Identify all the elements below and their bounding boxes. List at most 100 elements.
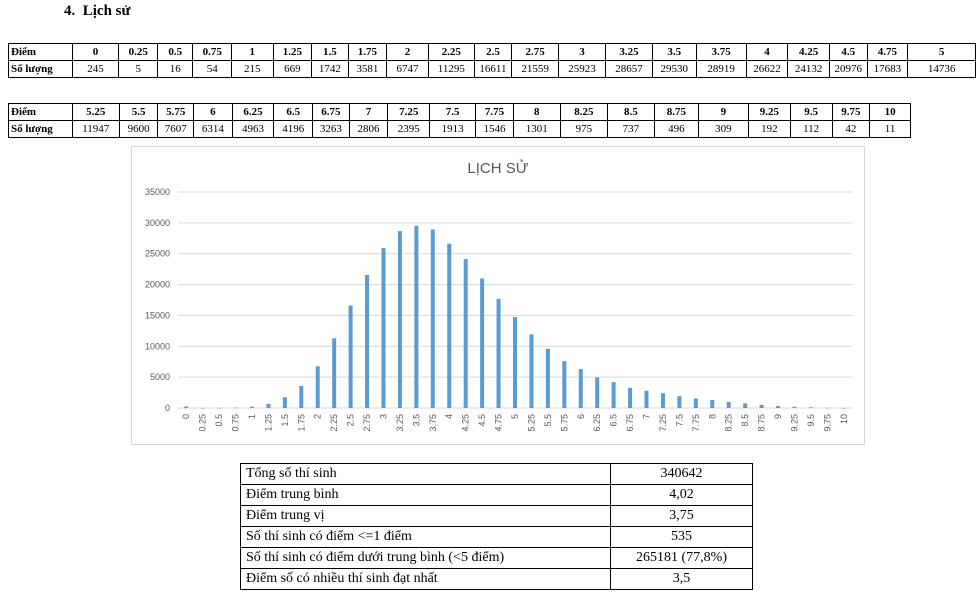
x-tick-label: 7.75	[691, 414, 701, 432]
count-cell: 192	[747, 120, 791, 138]
x-tick-label: 10	[839, 414, 849, 424]
x-tick-label: 0.5	[214, 414, 224, 427]
score-cell: 2	[386, 43, 429, 61]
score-cell: 7.5	[429, 103, 477, 121]
score-cell: 0.75	[192, 43, 232, 61]
x-tick-label: 3.75	[428, 414, 438, 432]
x-tick-label: 8.75	[757, 414, 767, 432]
bar	[447, 243, 452, 408]
score-cell: 5.25	[71, 103, 120, 121]
count-cell: 215	[230, 60, 274, 78]
summary-label: Tổng số thí sinh	[240, 463, 611, 485]
bar	[726, 401, 731, 408]
count-cell: 9600	[118, 120, 159, 138]
score-cell: 6.25	[231, 103, 275, 121]
score-cell: 4.75	[866, 43, 909, 61]
x-tick-label: 1.75	[296, 414, 306, 432]
count-label: Số lượng	[8, 60, 73, 78]
score-cell: 3.5	[651, 43, 697, 61]
count-cell: 6314	[192, 120, 233, 138]
count-row: Số lượng 11947 9600 7607 6314 4963 4196 3263 28…	[8, 120, 911, 138]
summary-label: Số thí sinh có điểm <=1 điểm	[240, 526, 611, 548]
score-cell: 10	[869, 103, 911, 121]
count-row: Số lượng 245 5 16 54 215 669 1742 3581 6747 11295…	[8, 60, 976, 78]
x-tick-label: 4.5	[477, 414, 487, 427]
count-label: Số lượng	[8, 120, 73, 138]
summary-label: Điểm trung bình	[240, 484, 611, 506]
score-cell: 6.5	[273, 103, 314, 121]
count-cell: 1913	[429, 120, 477, 138]
count-cell: 28919	[695, 60, 747, 78]
score-cell: 1.25	[272, 43, 313, 61]
score-cell: 7.25	[387, 103, 431, 121]
section-title: Lịch sử	[82, 3, 131, 19]
chart-title: LỊCH SỬ	[467, 159, 528, 177]
summary-table: Tổng số thí sinh 340642 Điểm trung bình 4,0…	[240, 463, 753, 590]
x-tick-label: 3.25	[395, 414, 405, 432]
score-cell: 0	[71, 43, 120, 61]
count-cell: 7607	[157, 120, 194, 138]
bar	[611, 382, 616, 408]
count-cell: 4196	[273, 120, 314, 138]
bar	[463, 259, 468, 408]
bar	[381, 248, 386, 408]
score-cell: 7.75	[475, 103, 514, 121]
bar	[660, 393, 665, 408]
x-tick-label: 2.25	[329, 414, 339, 432]
score-cell: 4	[745, 43, 789, 61]
score-cell: 1.5	[311, 43, 349, 61]
score-cell: 0.25	[118, 43, 158, 61]
count-cell: 17683	[866, 60, 909, 78]
count-cell: 16611	[473, 60, 513, 78]
bar	[496, 298, 501, 408]
x-tick-label: 2.5	[346, 414, 356, 427]
count-cell: 26622	[745, 60, 789, 78]
summary-row: Tổng số thí sinh 340642	[240, 463, 753, 485]
x-tick-label: 1.25	[263, 414, 273, 432]
bar	[397, 231, 402, 408]
y-tick-label: 35000	[145, 187, 170, 197]
count-cell: 20976	[829, 60, 868, 78]
y-tick-label: 25000	[145, 249, 170, 259]
x-tick-label: 4.75	[494, 414, 504, 432]
summary-row: Số thí sinh có điểm <=1 điểm 535	[240, 526, 753, 548]
count-cell: 21559	[511, 60, 560, 78]
score-cell: 9.25	[747, 103, 791, 121]
y-tick-label: 30000	[145, 218, 170, 228]
chart-bars	[184, 225, 846, 409]
bar	[249, 406, 254, 408]
section-heading: 4. Lịch sử	[64, 3, 131, 20]
bar	[480, 278, 485, 408]
x-tick-label: 5.5	[543, 414, 553, 427]
summary-value: 3,5	[610, 568, 753, 590]
y-tick-label: 20000	[145, 280, 170, 290]
x-tick-label: 7	[642, 414, 652, 419]
x-tick-label: 7.25	[658, 414, 668, 432]
x-tick-label: 0.75	[231, 414, 241, 432]
count-cell: 1546	[475, 120, 514, 138]
count-cell: 42	[831, 120, 871, 138]
score-cell: 8.5	[606, 103, 655, 121]
bar	[529, 334, 534, 408]
bar	[759, 404, 764, 408]
count-cell: 2806	[348, 120, 389, 138]
score-cell: 3	[558, 43, 606, 61]
x-tick-label: 1.5	[280, 414, 290, 427]
x-tick-label: 9.25	[789, 414, 799, 432]
y-axis: 0 5000 10000 15000 20000 25000 30000 35000	[145, 187, 170, 413]
count-cell: 975	[559, 120, 608, 138]
x-tick-label: 6.25	[592, 414, 602, 432]
count-cell: 5	[118, 60, 158, 78]
count-cell: 2395	[387, 120, 431, 138]
x-tick-label: 9	[773, 414, 783, 419]
bar	[693, 398, 698, 408]
summary-row: Điểm số có nhiều thí sinh đạt nhất 3,5	[240, 568, 753, 590]
bar	[595, 377, 600, 408]
x-tick-label: 8.25	[724, 414, 734, 432]
x-tick-label: 9.75	[822, 414, 832, 432]
count-cell: 11	[869, 120, 911, 138]
x-tick-label: 5.75	[559, 414, 569, 432]
count-cell: 1301	[512, 120, 561, 138]
bar	[545, 348, 550, 408]
bar	[430, 229, 435, 408]
